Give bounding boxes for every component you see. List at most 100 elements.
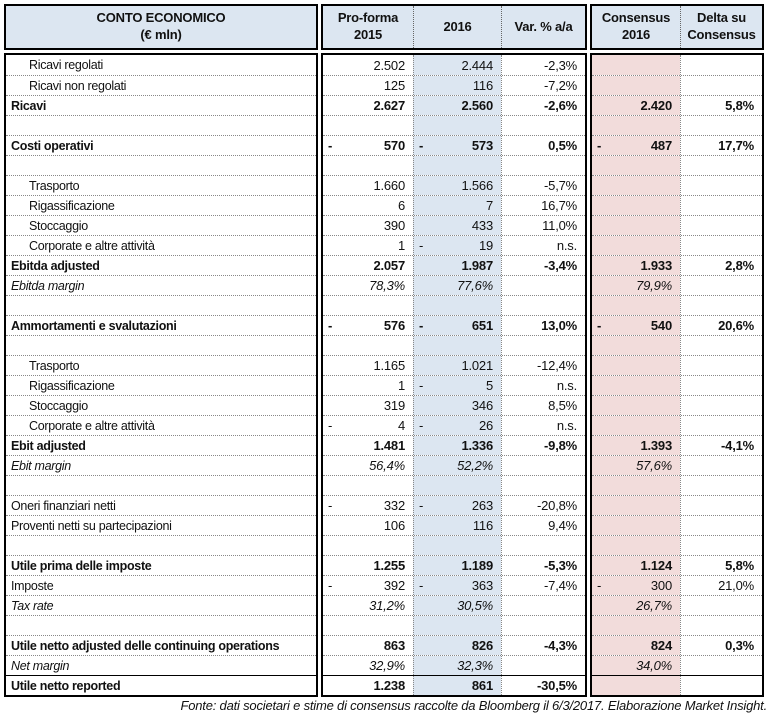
cell-2016: -19	[413, 236, 501, 255]
table-row-values: 1.481 1.336 -9,8%	[323, 435, 585, 455]
table-row-values: 125 116 -7,2%	[323, 75, 585, 95]
table-row-consensus	[592, 495, 762, 515]
cell-2016: 7	[413, 196, 501, 215]
table-row-label: Net margin	[6, 655, 316, 675]
cell-consensus-2016	[592, 676, 680, 695]
table-row-label: Corporate e altre attività	[6, 415, 316, 435]
table-row-values: 1.255 1.189 -5,3%	[323, 555, 585, 575]
cell-delta-consensus	[680, 516, 762, 535]
cell-consensus-2016	[592, 296, 680, 315]
income-statement-table: CONTO ECONOMICO (€ mln) Pro-forma 2015 2…	[4, 4, 767, 697]
source-note: Fonte: dati societari e stime di consens…	[180, 698, 767, 713]
table-row-consensus	[592, 535, 762, 555]
table-row-values: 1 -5 n.s.	[323, 375, 585, 395]
row-label: Imposte	[11, 578, 54, 593]
table-row-values: 56,4% 52,2%	[323, 455, 585, 475]
cell-proforma-2015	[323, 336, 413, 355]
table-body: Ricavi regolati Ricavi non regolati Ricavi…	[4, 53, 767, 697]
cell-var-pct	[501, 276, 585, 295]
table-row-values	[323, 295, 585, 315]
cell-consensus-2016: 34,0%	[592, 656, 680, 675]
cell-proforma-2015: 2.627	[373, 98, 405, 113]
cell-consensus-2016: 824	[592, 636, 680, 655]
table-row-label: Ricavi non regolati	[6, 75, 316, 95]
table-row-consensus	[592, 675, 762, 695]
cell-2016: -26	[413, 416, 501, 435]
cell-proforma-2015	[323, 476, 413, 495]
header-proforma-line2: 2015	[353, 27, 383, 42]
cell-proforma-2015: 106	[383, 518, 405, 533]
table-row-values	[323, 115, 585, 135]
table-header-row: CONTO ECONOMICO (€ mln) Pro-forma 2015 2…	[4, 4, 767, 50]
row-label: Ebit adjusted	[11, 438, 86, 453]
table-row-values	[323, 155, 585, 175]
cell-proforma-2015: -576	[328, 318, 405, 333]
cell-consensus-2016: 57,6%	[592, 456, 680, 475]
cell-var-pct	[501, 336, 585, 355]
cell-delta-consensus: 21,0%	[680, 576, 762, 595]
cell-2016: -573	[413, 136, 501, 155]
table-row-values: 863 826 -4,3%	[323, 635, 585, 655]
cell-2016: -363	[413, 576, 501, 595]
cell-consensus-2016	[592, 356, 680, 375]
table-row-values: -4 -26 n.s.	[323, 415, 585, 435]
cell-2016: 1.021	[413, 356, 501, 375]
cell-2016: 346	[413, 396, 501, 415]
cell-proforma-2015: 1.660	[373, 178, 405, 193]
cell-2016: -5	[413, 376, 501, 395]
cell-2016	[413, 616, 501, 635]
table-row-values: 31,2% 30,5%	[323, 595, 585, 615]
cell-proforma-2015	[323, 156, 413, 175]
table-row-consensus: -487 17,7%	[592, 135, 762, 155]
table-row-label: Corporate e altre attività	[6, 235, 316, 255]
cell-delta-consensus	[680, 676, 762, 695]
cell-delta-consensus	[680, 656, 762, 675]
table-row-label: Costi operativi	[6, 135, 316, 155]
cell-var-pct: 11,0%	[501, 216, 585, 235]
cell-2016	[413, 336, 501, 355]
row-label: Proventi netti su partecipazioni	[11, 518, 172, 533]
cell-var-pct: -30,5%	[501, 676, 585, 695]
table-row-values: 2.502 2.444 -2,3%	[323, 55, 585, 75]
cell-consensus-2016: -300	[592, 576, 680, 595]
cell-delta-consensus	[680, 276, 762, 295]
cell-delta-consensus	[680, 396, 762, 415]
row-label: Stoccaggio	[29, 218, 88, 233]
table-row-consensus	[592, 215, 762, 235]
cell-proforma-2015: 125	[383, 78, 405, 93]
cell-consensus-2016	[592, 236, 680, 255]
table-row-label: Trasporto	[6, 175, 316, 195]
cell-proforma-2015: -392	[328, 578, 405, 593]
table-row-label: Ebitda adjusted	[6, 255, 316, 275]
row-label: Ricavi regolati	[29, 58, 104, 72]
cell-delta-consensus	[680, 376, 762, 395]
cell-consensus-2016	[592, 616, 680, 635]
table-row-consensus	[592, 475, 762, 495]
cell-consensus-2016: 1.933	[592, 256, 680, 275]
table-row-consensus	[592, 415, 762, 435]
cell-var-pct: -2,6%	[501, 96, 585, 115]
table-row-label	[6, 115, 316, 135]
cell-2016: 861	[413, 676, 501, 695]
header-consensus-2016: Consensus 2016	[592, 6, 680, 48]
cell-delta-consensus	[680, 616, 762, 635]
table-row-values	[323, 335, 585, 355]
row-label: Ricavi	[11, 98, 47, 113]
table-row-values: 2.057 1.987 -3,4%	[323, 255, 585, 275]
header-delta-consensus: Delta su Consensus	[680, 6, 762, 48]
row-label: Tax rate	[11, 598, 54, 613]
cell-consensus-2016	[592, 416, 680, 435]
cell-delta-consensus	[680, 55, 762, 75]
cell-proforma-2015: 56,4%	[369, 458, 405, 473]
cell-2016: 2.444	[413, 55, 501, 75]
cell-consensus-2016	[592, 156, 680, 175]
cell-delta-consensus: 17,7%	[680, 136, 762, 155]
cell-consensus-2016: 79,9%	[592, 276, 680, 295]
cell-proforma-2015: -570	[328, 138, 405, 153]
table-row-values: -570 -573 0,5%	[323, 135, 585, 155]
table-row-values: 106 116 9,4%	[323, 515, 585, 535]
table-row-values: 319 346 8,5%	[323, 395, 585, 415]
table-row-consensus	[592, 335, 762, 355]
table-row-label	[6, 615, 316, 635]
table-row-values: -332 -263 -20,8%	[323, 495, 585, 515]
